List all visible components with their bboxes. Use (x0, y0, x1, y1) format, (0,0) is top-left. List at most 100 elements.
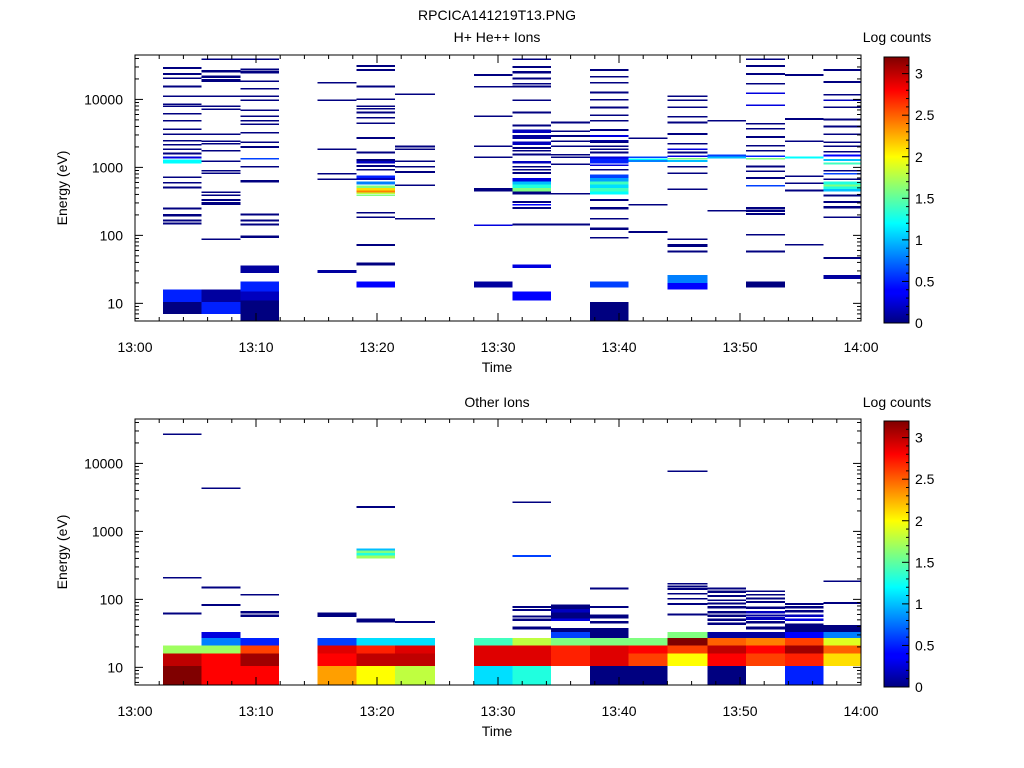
heatmap-cell (356, 175, 396, 178)
heatmap-cell (746, 155, 785, 158)
heatmap-cell (589, 141, 629, 144)
heatmap-cell (589, 645, 629, 654)
heatmap-cell (473, 189, 513, 192)
heatmap-cell (551, 223, 590, 226)
heatmap-cell (317, 269, 357, 273)
heatmap-cell (240, 146, 279, 148)
heatmap-cell (823, 162, 861, 165)
heatmap-cell (240, 223, 279, 226)
heatmap-cell (589, 605, 629, 608)
heatmap-cell (589, 638, 629, 646)
heatmap-cell (201, 638, 241, 646)
colorbar-tick-label: 3 (915, 430, 923, 446)
heatmap-cell (473, 653, 513, 666)
heatmap-cell (395, 638, 436, 646)
heatmap-cell (589, 148, 629, 151)
heatmap-cell (589, 69, 629, 72)
heatmap-cell (512, 153, 552, 156)
heatmap-cell (512, 58, 552, 61)
heatmap-cell (201, 140, 241, 142)
heatmap-cell (356, 281, 396, 288)
heatmap-cell (240, 610, 279, 614)
heatmap-cell (667, 275, 708, 283)
heatmap-cell (162, 219, 202, 222)
panel1-title: H+ He++ Ions (454, 29, 541, 45)
heatmap-cell (707, 638, 747, 646)
heatmap-cell (356, 548, 396, 551)
heatmap-cell (395, 145, 436, 148)
heatmap-cell (707, 590, 747, 593)
heatmap-cell (746, 593, 785, 596)
heatmap-cell (784, 645, 824, 654)
heatmap-cell (356, 159, 396, 161)
heatmap-cell (317, 148, 357, 151)
heatmap-cell (512, 177, 552, 182)
heatmap-cell (240, 87, 279, 90)
panel-h-he-ions: H+ He++ Ions Log counts 13:00 13:10 13:20 1… (54, 29, 935, 375)
heatmap-cell (201, 653, 241, 666)
heatmap-cell (746, 632, 785, 639)
x-tick-label: 13:40 (601, 703, 636, 719)
panel1-ylabel: Energy (eV) (54, 151, 70, 226)
y-tick-label: 10000 (84, 91, 123, 107)
heatmap-cell (667, 99, 708, 102)
heatmap-cell (240, 95, 279, 97)
heatmap-cell (823, 158, 861, 161)
x-tick-label: 13:00 (117, 339, 152, 355)
heatmap-cell (162, 139, 202, 142)
colorbar-tick-label: 0.5 (915, 637, 935, 653)
heatmap-cell (823, 216, 861, 219)
heatmap-cell (512, 645, 552, 654)
heatmap-cell (707, 602, 747, 605)
heatmap-cell (512, 609, 552, 611)
heatmap-cell (356, 160, 396, 164)
heatmap-cell (356, 85, 396, 88)
panel1-axes: 13:00 13:10 13:20 13:30 13:40 13:50 14:00 10 100… (84, 55, 879, 355)
heatmap-cell (746, 653, 785, 666)
heatmap-cell (356, 136, 396, 140)
heatmap-cell (667, 282, 708, 290)
panel2-heatmap-cells (162, 433, 861, 685)
heatmap-cell (512, 638, 552, 646)
heatmap-cell (356, 262, 396, 266)
heatmap-cell (746, 250, 785, 253)
heatmap-cell (667, 250, 708, 253)
heatmap-cell (667, 121, 708, 124)
heatmap-cell (707, 614, 747, 618)
heatmap-cell (162, 105, 202, 108)
heatmap-cell (162, 181, 202, 184)
heatmap-cell (356, 665, 396, 685)
colorbar-tick-label: 0 (915, 679, 923, 695)
heatmap-cell (201, 645, 241, 654)
heatmap-cell (162, 433, 202, 436)
heatmap-cell (667, 106, 708, 108)
heatmap-cell (356, 151, 396, 154)
heatmap-cell (784, 118, 824, 120)
heatmap-cell (589, 129, 629, 131)
heatmap-cell (395, 665, 436, 685)
heatmap-cell (589, 151, 629, 154)
heatmap-cell (240, 638, 279, 646)
heatmap-cell (784, 638, 824, 646)
heatmap-cell (746, 65, 785, 67)
heatmap-cell (395, 184, 436, 187)
heatmap-cell (589, 187, 629, 192)
heatmap-cell (162, 144, 202, 146)
heatmap-cell (317, 638, 357, 646)
heatmap-cell (551, 645, 590, 654)
heatmap-cell (707, 599, 747, 601)
heatmap-cell (628, 231, 668, 233)
heatmap-cell (356, 553, 396, 556)
heatmap-cell (707, 653, 747, 666)
panel2-title: Other Ions (464, 394, 529, 410)
heatmap-cell (240, 614, 279, 618)
heatmap-cell (162, 152, 202, 155)
heatmap-cell (746, 610, 785, 614)
heatmap-cell (589, 281, 629, 288)
heatmap-cell (551, 638, 590, 646)
heatmap-cell (823, 580, 861, 583)
heatmap-cell (746, 212, 785, 215)
heatmap-cell (512, 184, 552, 188)
heatmap-cell (512, 150, 552, 152)
heatmap-cell (356, 506, 396, 509)
